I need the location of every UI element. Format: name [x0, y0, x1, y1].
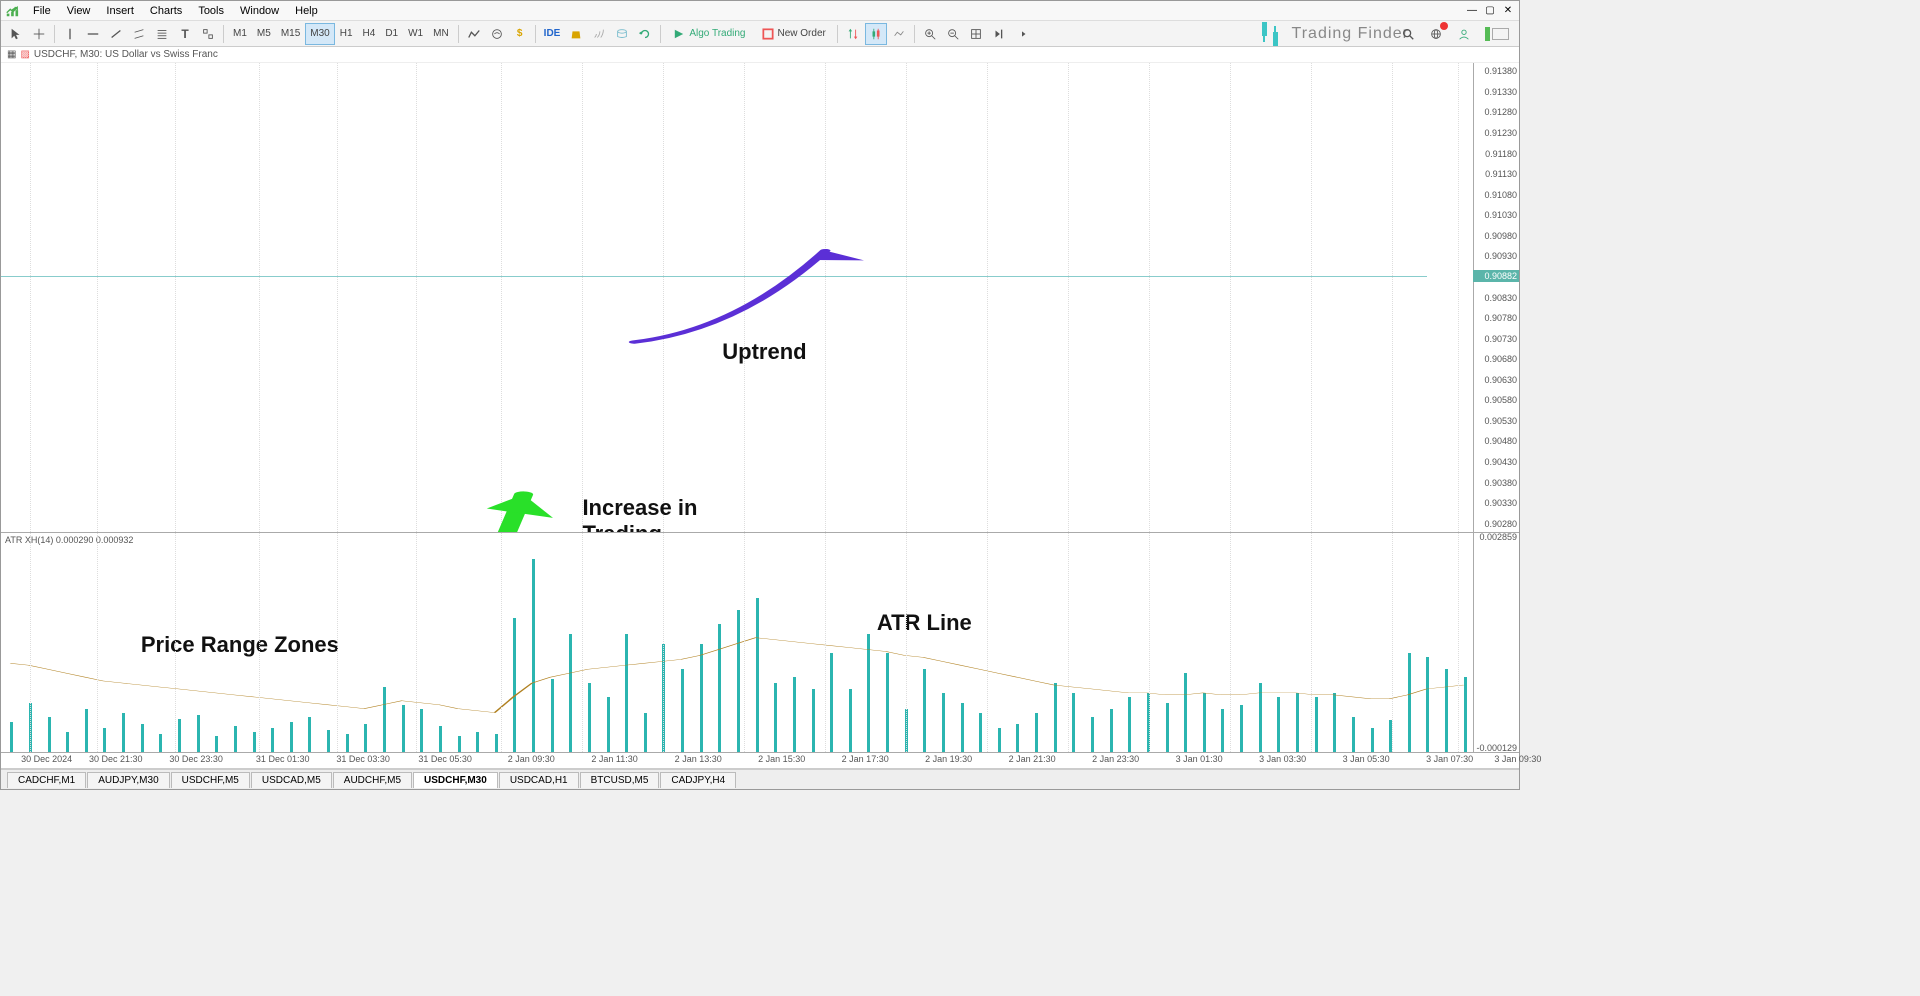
menu-items-container: FileViewInsertChartsToolsWindowHelp [25, 5, 326, 17]
close-icon[interactable]: ✕ [1501, 3, 1515, 17]
shift-icon[interactable] [1011, 23, 1033, 45]
globe-icon[interactable] [1425, 23, 1447, 45]
timeframe-m1[interactable]: M1 [228, 23, 252, 45]
algo-trading-button[interactable]: Algo Trading [665, 23, 752, 45]
minimize-icon[interactable]: — [1465, 3, 1479, 17]
ide-button[interactable]: IDE [540, 23, 565, 45]
search-icon[interactable] [1397, 23, 1419, 45]
right-toolbar [1397, 23, 1513, 45]
brand-icon [1254, 18, 1286, 50]
indicators-icon[interactable] [486, 23, 508, 45]
new-order-label: New Order [778, 28, 826, 39]
vps-icon[interactable] [611, 23, 633, 45]
trendline-icon[interactable] [105, 23, 127, 45]
annotation-price-range-zones: Price Range Zones [141, 632, 339, 658]
heikin-icon[interactable] [888, 23, 910, 45]
chart-tab[interactable]: CADJPY,H4 [660, 772, 736, 788]
symbol-text: USDCHF, M30: US Dollar vs Swiss Franc [34, 49, 218, 60]
timeframe-m5[interactable]: M5 [252, 23, 276, 45]
zoom-in-icon[interactable] [919, 23, 941, 45]
market-icon[interactable] [565, 23, 587, 45]
chart-shift-icon: ▨ [20, 49, 29, 60]
chart-tab[interactable]: USDCAD,H1 [499, 772, 579, 788]
brand-logo: Trading Finder [1254, 18, 1409, 50]
maximize-icon[interactable]: ▢ [1483, 3, 1497, 17]
toolbar: T M1M5M15M30H1H4D1W1MN $ IDE Algo Tradin… [1, 21, 1519, 47]
timeframe-m30[interactable]: M30 [305, 23, 334, 45]
signals-icon[interactable] [588, 23, 610, 45]
strategy-icon[interactable]: $ [509, 23, 531, 45]
chart-type-icon: ▦ [7, 49, 16, 60]
menu-help[interactable]: Help [287, 3, 326, 19]
chart-container: Uptrend Increase inTrading 0.902800.90330… [1, 63, 1519, 769]
crosshair-icon[interactable] [28, 23, 50, 45]
chart-tab[interactable]: BTCUSD,M5 [580, 772, 660, 788]
chart-tab[interactable]: AUDJPY,M30 [87, 772, 169, 788]
new-order-button[interactable]: New Order [754, 23, 833, 45]
annotation-atr-line: ATR Line [877, 610, 972, 636]
timeframe-buttons: M1M5M15M30H1H4D1W1MN [228, 23, 454, 45]
connection-icon[interactable] [1481, 23, 1513, 45]
candles-icon[interactable] [865, 23, 887, 45]
sort-icon[interactable] [842, 23, 864, 45]
fib-icon[interactable] [151, 23, 173, 45]
menu-insert[interactable]: Insert [98, 3, 142, 19]
brand-name: Trading Finder [1292, 25, 1409, 43]
user-icon[interactable] [1453, 23, 1475, 45]
menu-file[interactable]: File [25, 3, 59, 19]
price-axis: 0.902800.903300.903800.904300.904800.905… [1473, 63, 1519, 532]
sub-chart[interactable]: ATR XH(14) 0.000290 0.000932 Price Range… [1, 533, 1519, 753]
timeframe-d1[interactable]: D1 [380, 23, 403, 45]
menu-charts[interactable]: Charts [142, 3, 190, 19]
window-controls: — ▢ ✕ [1465, 3, 1515, 17]
timeframe-h4[interactable]: H4 [358, 23, 381, 45]
chart-tab[interactable]: USDCHF,M30 [413, 772, 498, 788]
menu-tools[interactable]: Tools [190, 3, 232, 19]
app-window: FileViewInsertChartsToolsWindowHelp — ▢ … [0, 0, 1520, 790]
main-chart[interactable]: Uptrend Increase inTrading 0.902800.90330… [1, 63, 1519, 533]
objects-icon[interactable] [197, 23, 219, 45]
annotation-uptrend: Uptrend [722, 339, 806, 365]
hline-icon[interactable] [82, 23, 104, 45]
chart-tab[interactable]: USDCAD,M5 [251, 772, 332, 788]
time-axis: 30 Dec 202430 Dec 21:3030 Dec 23:3031 De… [1, 753, 1519, 769]
cursor-icon[interactable] [5, 23, 27, 45]
algo-label: Algo Trading [689, 28, 745, 39]
chart-tab[interactable]: USDCHF,M5 [171, 772, 250, 788]
chart-tab[interactable]: AUDCHF,M5 [333, 772, 412, 788]
timeframe-h1[interactable]: H1 [335, 23, 358, 45]
line-chart-icon[interactable] [463, 23, 485, 45]
menu-window[interactable]: Window [232, 3, 287, 19]
zoom-out-icon[interactable] [942, 23, 964, 45]
vline-icon[interactable] [59, 23, 81, 45]
timeframe-m15[interactable]: M15 [276, 23, 305, 45]
chart-tab[interactable]: CADCHF,M1 [7, 772, 86, 788]
timeframe-w1[interactable]: W1 [403, 23, 428, 45]
menu-view[interactable]: View [59, 3, 99, 19]
timeframe-mn[interactable]: MN [428, 23, 454, 45]
text-icon[interactable]: T [174, 23, 196, 45]
grid-icon[interactable] [965, 23, 987, 45]
chart-tabs: CADCHF,M1AUDJPY,M30USDCHF,M5USDCAD,M5AUD… [1, 769, 1519, 789]
scroll-end-icon[interactable] [988, 23, 1010, 45]
refresh-icon[interactable] [634, 23, 656, 45]
app-logo-icon [5, 4, 19, 18]
channel-icon[interactable] [128, 23, 150, 45]
indicator-axis: 0.002859-0.000129 [1473, 533, 1519, 752]
annotation-increase-trading: Increase inTrading [582, 495, 697, 532]
